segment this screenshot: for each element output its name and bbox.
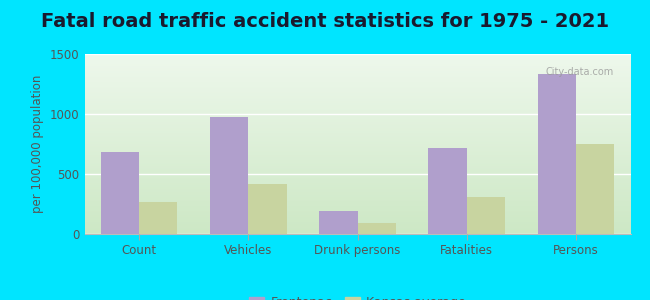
Bar (467, 197, 505, 234)
Bar (101, 152, 139, 234)
Legend: Frontenac, Kansas average: Frontenac, Kansas average (244, 291, 471, 300)
Bar (538, 74, 576, 234)
Bar (428, 148, 467, 234)
Bar (210, 117, 248, 234)
Bar (576, 144, 614, 234)
Bar (248, 184, 287, 234)
Text: Fatal road traffic accident statistics for 1975 - 2021: Fatal road traffic accident statistics f… (41, 12, 609, 31)
Text: City-data.com: City-data.com (546, 67, 614, 76)
Y-axis label: per 100,000 population: per 100,000 population (31, 75, 44, 213)
Bar (139, 202, 177, 234)
Bar (319, 211, 358, 234)
Bar (358, 223, 396, 234)
